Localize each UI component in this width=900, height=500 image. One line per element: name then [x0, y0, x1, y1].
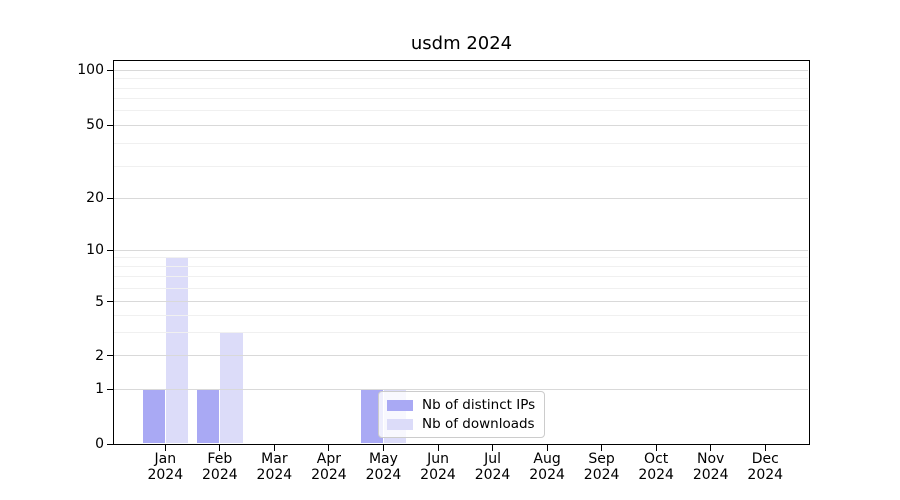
bar-distinct-ips-jan [142, 389, 165, 443]
y-tick-label: 0 [95, 436, 104, 452]
legend-row-downloads: Nb of downloads [387, 416, 535, 432]
x-tick-label-apr: Apr 2024 [311, 451, 347, 483]
x-tick-label-jul: Jul 2024 [474, 451, 511, 483]
minor-gridline [114, 276, 808, 278]
y-tick-label: 2 [95, 347, 104, 364]
minor-gridline [114, 165, 808, 167]
major-gridline [114, 301, 808, 303]
major-gridline [114, 249, 808, 251]
y-tick-label: 5 [95, 293, 104, 310]
x-tick-label-jan: Jan 2024 [147, 451, 184, 483]
x-tick-mark [764, 445, 766, 451]
y-tick-mark [107, 249, 113, 251]
minor-gridline [114, 98, 808, 100]
x-tick-mark [492, 445, 494, 451]
y-tick-mark [107, 443, 113, 445]
major-gridline [114, 355, 808, 357]
y-tick-label: 20 [86, 190, 104, 207]
major-gridline [114, 124, 808, 126]
x-tick-label-jun: Jun 2024 [420, 451, 456, 483]
legend-label-distinct-ips: Nb of distinct IPs [422, 397, 536, 413]
bar-distinct-ips-may [360, 389, 383, 443]
y-tick-mark [107, 69, 113, 71]
y-tick-mark [107, 388, 113, 390]
y-tick-label: 1 [95, 381, 104, 398]
legend-swatch-distinct-ips [387, 399, 413, 411]
y-tick-mark [107, 197, 113, 199]
minor-gridline [114, 266, 808, 268]
y-tick-mark [107, 124, 113, 126]
y-tick-label: 50 [86, 117, 104, 134]
x-tick-mark [437, 445, 439, 451]
x-tick-mark [601, 445, 603, 451]
x-tick-mark [219, 445, 221, 451]
major-gridline [114, 69, 808, 71]
x-tick-mark [655, 445, 657, 451]
y-tick-mark [107, 301, 113, 303]
x-tick-mark [328, 445, 330, 451]
minor-gridline [114, 78, 808, 80]
x-tick-label-dec: Dec 2024 [747, 451, 784, 483]
minor-gridline [114, 87, 808, 89]
chart-title: usdm 2024 [410, 33, 513, 54]
x-tick-label-oct: Oct 2024 [638, 451, 674, 483]
legend-swatch-downloads [387, 418, 413, 430]
x-tick-mark [710, 445, 712, 451]
minor-gridline [114, 110, 808, 112]
x-tick-label-aug: Aug 2024 [529, 451, 565, 483]
x-tick-label-nov: Nov 2024 [692, 451, 729, 483]
minor-gridline [114, 314, 808, 316]
x-tick-label-feb: Feb 2024 [202, 451, 238, 483]
major-gridline [114, 197, 808, 199]
chart-legend: Nb of distinct IPs Nb of downloads [378, 391, 546, 438]
x-tick-label-sep: Sep 2024 [583, 451, 620, 483]
x-tick-mark [546, 445, 548, 451]
x-tick-mark [164, 445, 166, 451]
x-tick-label-may: May 2024 [365, 451, 402, 483]
x-tick-mark [273, 445, 275, 451]
minor-gridline [114, 331, 808, 333]
y-tick-label: 100 [77, 62, 104, 79]
bar-distinct-ips-feb [197, 389, 220, 443]
y-tick-mark [107, 355, 113, 357]
minor-gridline [114, 287, 808, 289]
legend-label-downloads: Nb of downloads [422, 416, 535, 432]
minor-gridline [114, 257, 808, 259]
bar-downloads-jan [165, 257, 189, 443]
minor-gridline [114, 142, 808, 144]
x-tick-label-mar: Mar 2024 [256, 451, 293, 483]
bar-downloads-feb [220, 332, 243, 443]
plot-area [113, 60, 810, 445]
major-gridline [114, 388, 808, 390]
legend-row-distinct-ips: Nb of distinct IPs [387, 397, 535, 413]
x-tick-mark [382, 445, 384, 451]
y-tick-label: 10 [86, 242, 104, 258]
